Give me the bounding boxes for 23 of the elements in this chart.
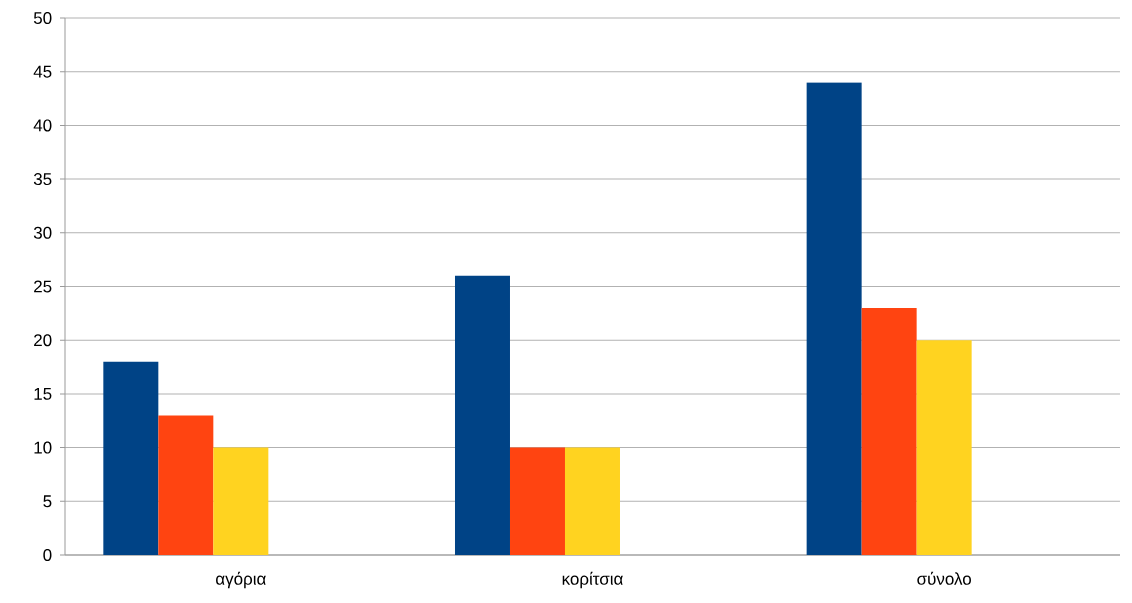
y-tick-label: 35	[33, 173, 52, 186]
bar	[103, 361, 159, 555]
y-tick-label: 50	[33, 11, 52, 25]
bar	[564, 447, 620, 555]
bar	[806, 82, 862, 555]
y-tick-label: 5	[43, 495, 52, 508]
bar	[861, 307, 917, 555]
y-tick-label: 25	[34, 280, 52, 293]
y-tick-label: 45	[33, 65, 52, 78]
y-tick-label: 15	[34, 387, 52, 400]
y-tick-label: 10	[34, 441, 52, 454]
x-tick-label: σύνολο	[917, 571, 971, 585]
bar	[158, 415, 214, 555]
y-tick-label: 20	[34, 334, 52, 347]
y-tick-label: 0	[43, 548, 52, 562]
x-tick-label: κορίτσια	[562, 571, 623, 589]
bar	[509, 447, 565, 555]
bar	[454, 275, 510, 555]
y-tick-label: 40	[33, 119, 52, 132]
bar	[916, 340, 972, 555]
x-tick-label: αγόρια	[216, 571, 266, 589]
y-tick-label: 30	[33, 226, 52, 239]
bar	[213, 447, 269, 555]
